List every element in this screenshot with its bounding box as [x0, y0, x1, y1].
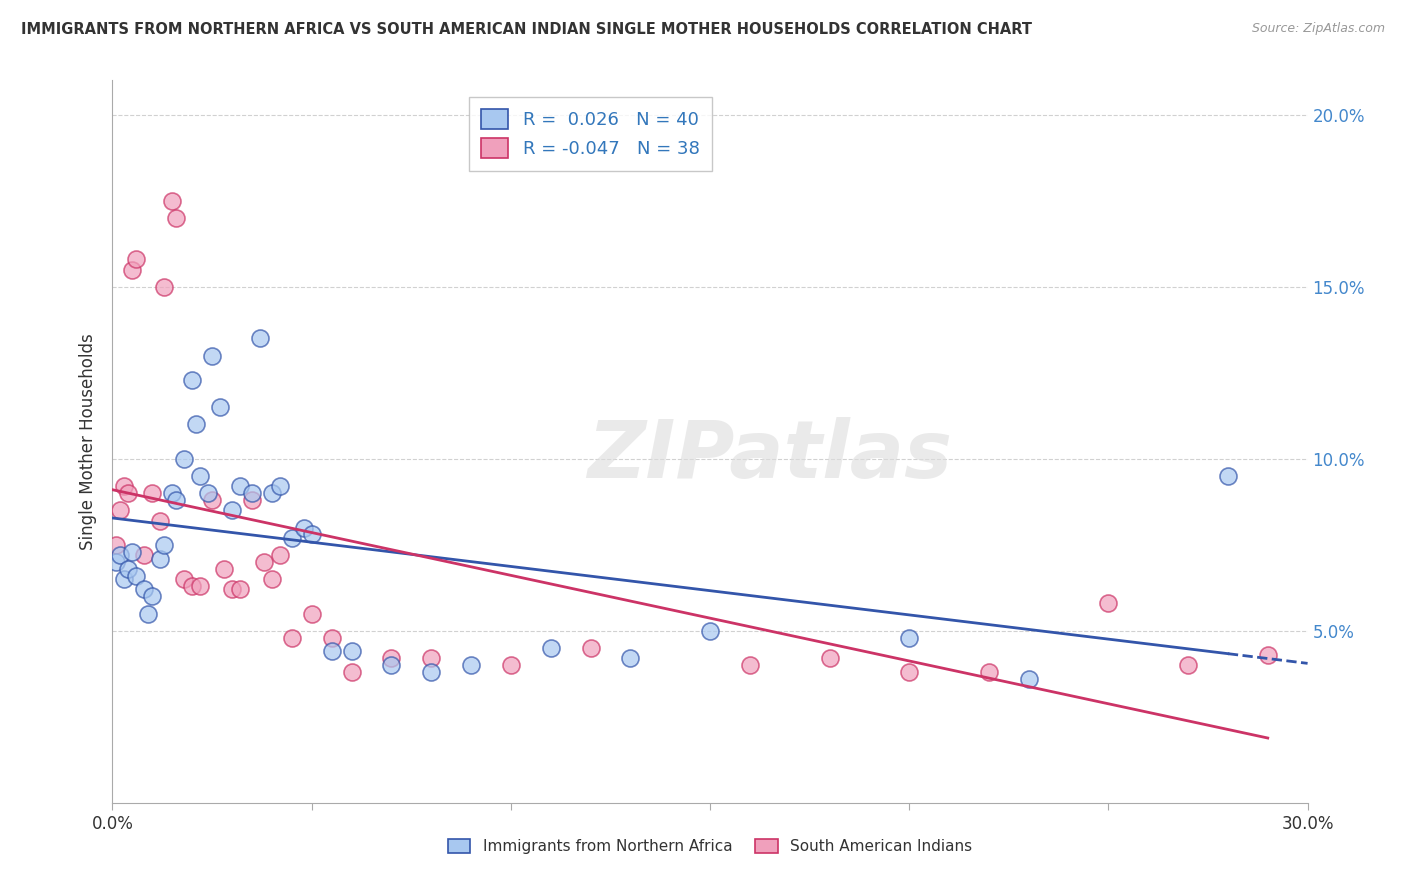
Point: [499, 658, 522, 673]
Point: [269, 479, 291, 493]
Point: [165, 211, 187, 225]
Point: [269, 548, 291, 562]
Point: [209, 400, 232, 414]
Point: [321, 631, 343, 645]
Point: [738, 658, 761, 673]
Point: [114, 572, 135, 586]
Point: [134, 582, 156, 597]
Y-axis label: Single Mother Households: Single Mother Households: [79, 334, 97, 549]
Point: [818, 651, 841, 665]
Point: [141, 486, 163, 500]
Point: [301, 607, 323, 621]
Point: [249, 331, 271, 345]
Point: [380, 658, 402, 673]
Point: [977, 665, 1000, 679]
Point: [281, 631, 304, 645]
Point: [153, 538, 176, 552]
Point: [1177, 658, 1199, 673]
Point: [540, 640, 562, 655]
Point: [1216, 469, 1239, 483]
Point: [105, 555, 128, 569]
Point: [898, 665, 921, 679]
Point: [1018, 672, 1040, 686]
Point: [420, 665, 443, 679]
Point: [134, 548, 156, 562]
Point: [121, 544, 143, 558]
Point: [117, 486, 139, 500]
Point: [181, 579, 204, 593]
Point: [162, 194, 183, 208]
Point: [380, 651, 402, 665]
Point: [110, 503, 132, 517]
Point: [105, 538, 128, 552]
Point: [221, 582, 243, 597]
Point: [340, 665, 363, 679]
Point: [186, 417, 208, 432]
Point: [201, 493, 224, 508]
Point: [125, 568, 148, 582]
Point: [619, 651, 641, 665]
Point: [138, 607, 160, 621]
Point: [281, 531, 304, 545]
Point: [321, 644, 343, 658]
Point: [260, 572, 283, 586]
Text: Source: ZipAtlas.com: Source: ZipAtlas.com: [1251, 22, 1385, 36]
Point: [201, 349, 224, 363]
Point: [110, 548, 132, 562]
Point: [229, 582, 252, 597]
Point: [340, 644, 363, 658]
Point: [181, 373, 204, 387]
Point: [141, 590, 163, 604]
Point: [240, 486, 263, 500]
Point: [162, 486, 183, 500]
Text: ZIPatlas: ZIPatlas: [588, 417, 952, 495]
Point: [173, 451, 195, 466]
Point: [149, 551, 172, 566]
Text: IMMIGRANTS FROM NORTHERN AFRICA VS SOUTH AMERICAN INDIAN SINGLE MOTHER HOUSEHOLD: IMMIGRANTS FROM NORTHERN AFRICA VS SOUTH…: [21, 22, 1032, 37]
Point: [117, 562, 139, 576]
Point: [229, 479, 252, 493]
Point: [898, 631, 921, 645]
Point: [197, 486, 219, 500]
Point: [253, 555, 276, 569]
Point: [188, 579, 211, 593]
Point: [221, 503, 243, 517]
Point: [579, 640, 602, 655]
Point: [153, 279, 176, 293]
Point: [699, 624, 721, 638]
Point: [1097, 596, 1119, 610]
Point: [173, 572, 195, 586]
Point: [1257, 648, 1279, 662]
Point: [240, 493, 263, 508]
Point: [188, 469, 211, 483]
Point: [125, 252, 148, 267]
Point: [149, 514, 172, 528]
Point: [460, 658, 482, 673]
Point: [121, 262, 143, 277]
Point: [260, 486, 283, 500]
Point: [301, 527, 323, 541]
Point: [114, 479, 135, 493]
Legend: Immigrants from Northern Africa, South American Indians: Immigrants from Northern Africa, South A…: [441, 833, 979, 860]
Point: [165, 493, 187, 508]
Point: [212, 562, 235, 576]
Point: [292, 520, 315, 534]
Point: [420, 651, 443, 665]
